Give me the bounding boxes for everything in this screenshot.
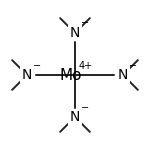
Text: −: −	[129, 60, 137, 70]
Text: N: N	[70, 110, 80, 124]
Text: −: −	[81, 102, 89, 112]
Text: N: N	[22, 68, 32, 82]
Text: 4+: 4+	[78, 61, 93, 71]
Text: −: −	[33, 60, 41, 70]
Text: N: N	[70, 26, 80, 40]
Text: −: −	[81, 18, 89, 28]
Text: N: N	[118, 68, 128, 82]
Text: Mo: Mo	[59, 68, 82, 82]
